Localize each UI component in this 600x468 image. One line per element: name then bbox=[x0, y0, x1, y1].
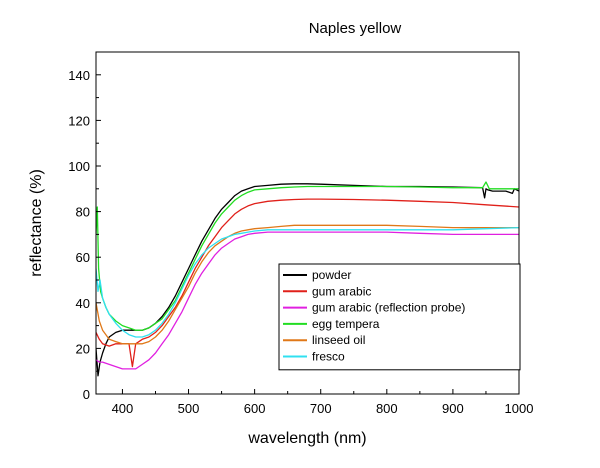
y-tick-label: 60 bbox=[76, 250, 90, 265]
legend-box bbox=[278, 263, 521, 371]
y-tick-label: 0 bbox=[83, 387, 90, 402]
series-line-0 bbox=[96, 183, 519, 377]
y-tick-label: 40 bbox=[76, 296, 90, 311]
series-line-2 bbox=[96, 231, 519, 370]
legend-label: egg tempera bbox=[312, 317, 380, 331]
x-tick-label: 500 bbox=[178, 401, 200, 416]
series-line-4 bbox=[96, 224, 519, 345]
series-line-1 bbox=[96, 198, 519, 368]
y-tick-label: 20 bbox=[76, 341, 90, 356]
legend-label: gum arabic (reflection probe) bbox=[312, 301, 465, 315]
legend-label: linseed oil bbox=[312, 333, 365, 347]
axes: 400 500 600 700 800 900 1000 0 20 40 60 80 100 120 140 bbox=[68, 51, 534, 416]
y-tick-label: 80 bbox=[76, 205, 90, 220]
x-tick-label: 600 bbox=[244, 401, 266, 416]
chart-title: Naples yellow bbox=[309, 20, 402, 37]
x-axis-title: wavelength (nm) bbox=[247, 430, 366, 447]
legend-label: gum arabic bbox=[312, 284, 371, 298]
y-tick-label: 120 bbox=[68, 113, 90, 128]
y-tick-label: 100 bbox=[68, 159, 90, 174]
y-axis-title: reflectance (%) bbox=[28, 169, 45, 277]
x-tick-label: 1000 bbox=[505, 401, 534, 416]
plot-area bbox=[96, 181, 519, 377]
series-line-3 bbox=[96, 181, 519, 331]
plot-frame bbox=[95, 51, 520, 395]
y-tick-label: 140 bbox=[68, 68, 90, 83]
legend-label: fresco bbox=[312, 350, 345, 364]
legend-label: powder bbox=[312, 268, 351, 282]
legend: powder gum arabic gum arabic (reflection p… bbox=[278, 263, 521, 371]
x-tick-label: 800 bbox=[376, 401, 398, 416]
x-tick-label: 700 bbox=[310, 401, 332, 416]
x-tick-label: 400 bbox=[112, 401, 134, 416]
series-line-5 bbox=[96, 226, 519, 338]
x-tick-label: 900 bbox=[442, 401, 464, 416]
